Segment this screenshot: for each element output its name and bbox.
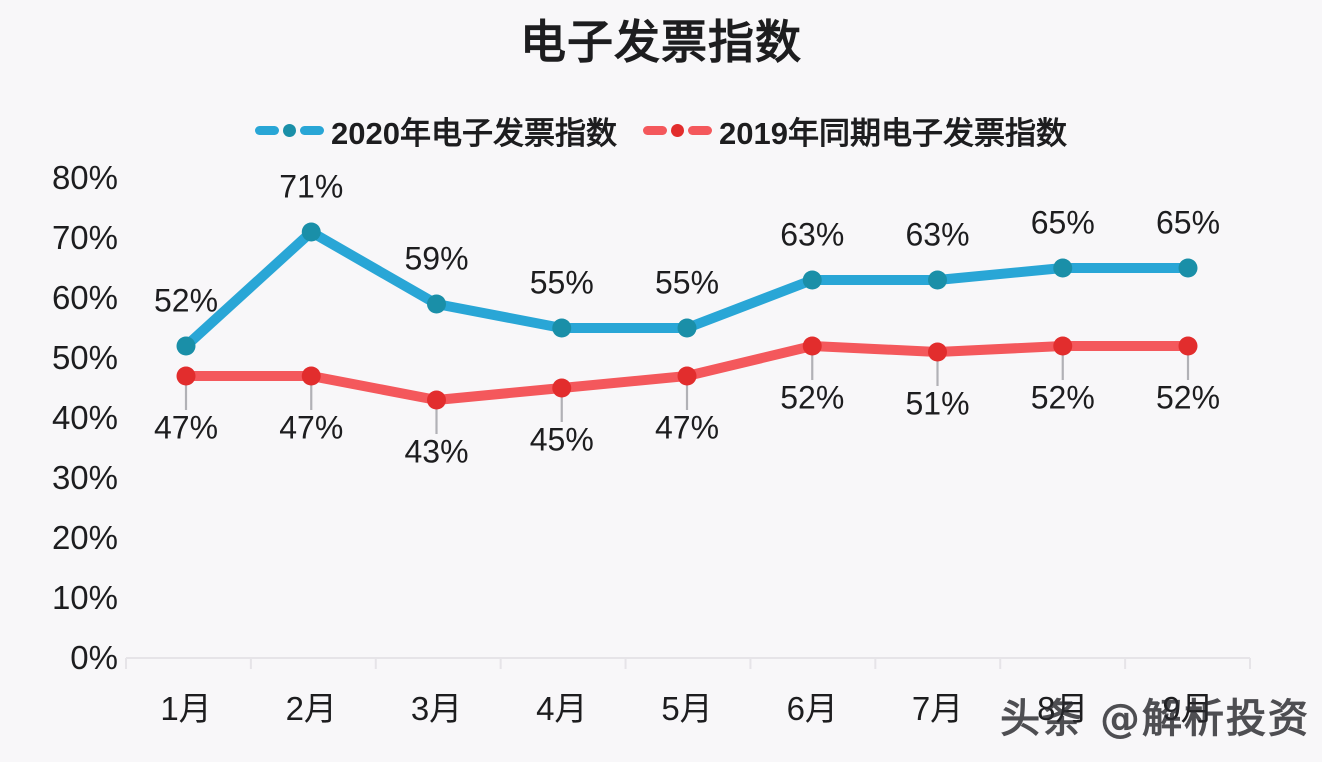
x-axis-tick: 3月 <box>410 690 463 727</box>
data-label: 52% <box>780 379 845 416</box>
data-point-marker[interactable] <box>677 318 697 338</box>
data-point-marker[interactable] <box>176 366 196 386</box>
data-point-marker[interactable] <box>802 336 822 356</box>
data-point-marker[interactable] <box>1178 258 1198 278</box>
data-label: 47% <box>279 409 344 446</box>
data-point-marker[interactable] <box>802 270 822 290</box>
legend-item-2020[interactable]: 2020年电子发票指数 <box>255 108 617 153</box>
data-label: 43% <box>404 433 469 470</box>
y-axis-tick: 20% <box>51 519 118 556</box>
legend-item-2019[interactable]: 2019年同期电子发票指数 <box>643 108 1067 153</box>
data-point-marker[interactable] <box>552 378 572 398</box>
x-axis-tick: 8月 <box>1037 690 1089 727</box>
data-point-marker[interactable] <box>427 294 446 314</box>
x-axis-tick: 9月 <box>1162 690 1214 727</box>
data-point-marker[interactable] <box>1053 258 1073 278</box>
chart-legend: 2020年电子发票指数 2019年同期电子发票指数 <box>0 108 1322 153</box>
data-point-marker[interactable] <box>301 366 321 386</box>
x-axis-tick: 2月 <box>285 690 337 727</box>
legend-marker-line-icon <box>255 124 325 137</box>
data-label: 55% <box>529 264 594 301</box>
data-label: 65% <box>1030 204 1095 241</box>
legend-marker-line-icon <box>643 124 712 137</box>
data-label: 63% <box>905 216 970 253</box>
y-axis-tick: 30% <box>51 459 118 496</box>
x-axis-tick: 7月 <box>911 690 964 727</box>
y-axis-tick: 40% <box>51 399 118 436</box>
data-label: 52% <box>1030 379 1095 416</box>
data-label: 47% <box>654 409 720 446</box>
data-point-marker[interactable] <box>928 270 947 290</box>
data-point-marker[interactable] <box>552 318 572 338</box>
data-label: 47% <box>153 409 219 446</box>
data-point-marker[interactable] <box>301 222 321 242</box>
data-label: 45% <box>529 421 594 458</box>
y-axis-tick: 60% <box>51 279 118 316</box>
data-point-marker[interactable] <box>1178 336 1198 356</box>
data-label: 52% <box>153 282 219 319</box>
x-axis-tick: 5月 <box>661 690 713 727</box>
y-axis-tick: 10% <box>51 579 118 616</box>
legend-label-2019: 2019年同期电子发票指数 <box>719 116 1067 151</box>
data-point-marker[interactable] <box>677 366 697 386</box>
data-label: 51% <box>905 385 970 422</box>
data-label: 65% <box>1155 204 1221 241</box>
y-axis-tick: 0% <box>70 639 118 676</box>
data-point-marker[interactable] <box>928 342 947 362</box>
y-axis-tick: 80% <box>51 159 118 196</box>
legend-label-2020: 2020年电子发票指数 <box>331 116 617 151</box>
data-point-marker[interactable] <box>1053 336 1073 356</box>
data-label: 71% <box>279 168 344 205</box>
data-point-marker[interactable] <box>427 390 446 410</box>
data-label: 52% <box>1155 379 1221 416</box>
watermark: 头条 @解析投资 <box>1000 696 1310 742</box>
y-axis-tick: 70% <box>51 219 118 256</box>
data-point-marker[interactable] <box>176 336 196 356</box>
y-axis-tick: 50% <box>51 339 118 376</box>
data-label: 59% <box>404 240 469 277</box>
x-axis-tick: 6月 <box>786 690 838 727</box>
x-axis-tick: 4月 <box>536 690 588 727</box>
x-axis-tick: 1月 <box>160 690 212 727</box>
chart-title: 电子发票指数 <box>520 16 802 68</box>
data-label: 63% <box>780 216 845 253</box>
data-label: 55% <box>654 264 720 301</box>
